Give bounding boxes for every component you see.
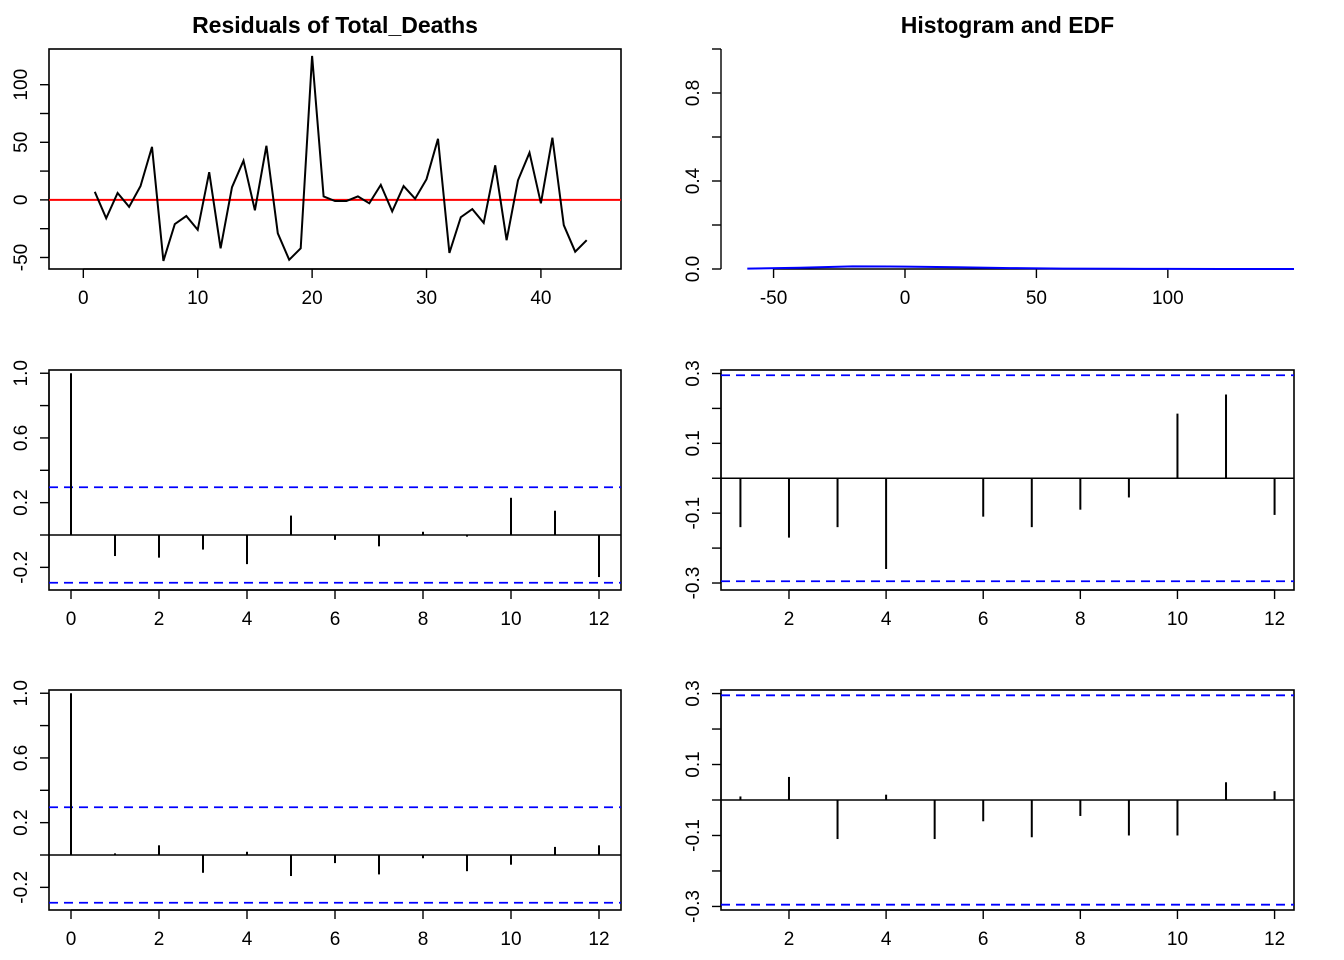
x-tick-label: 30	[416, 288, 437, 309]
x-tick-label: 12	[588, 929, 609, 950]
x-tick-label: 12	[1264, 609, 1285, 630]
y-tick-label: -0.2	[11, 871, 32, 904]
x-tick-label: 6	[978, 929, 989, 950]
x-tick-label: 0	[900, 288, 911, 309]
y-tick-label: 0.2	[11, 809, 32, 835]
x-tick-label: 8	[1075, 609, 1086, 630]
x-tick-label: 40	[530, 288, 551, 309]
y-tick-label: -0.1	[683, 819, 704, 852]
plot-frame	[48, 369, 622, 591]
panel-acf-squared: 0 2 4 6 8 10 12 -0.2 0.2 0.6 1.0	[11, 680, 622, 950]
panel-title: Residuals of Total_Deaths	[192, 12, 478, 38]
x-tick-label: 2	[154, 929, 165, 950]
x-tick-label: 10	[1167, 609, 1188, 630]
y-tick-label: 0.3	[683, 360, 704, 386]
x-tick-label: 0	[66, 929, 77, 950]
x-tick-label: 10	[1167, 929, 1188, 950]
y-tick-label: 0.6	[11, 745, 32, 771]
x-tick-label: 8	[418, 609, 429, 630]
y-tick-label: -0.3	[683, 890, 704, 923]
y-tick-label: 0.3	[683, 680, 704, 706]
y-tick-label: 50	[11, 132, 32, 153]
y-tick-label: -50	[11, 244, 32, 271]
x-tick-label: 10	[500, 929, 521, 950]
y-tick-label: 0	[11, 195, 32, 206]
x-tick-label: 10	[500, 609, 521, 630]
y-tick-label: 0.4	[683, 167, 704, 194]
panel-acf-residuals: 0 2 4 6 8 10 12 -0.2 0.2 0.6 1.0	[11, 360, 622, 630]
x-tick-label: 4	[881, 929, 892, 950]
plot-frame	[48, 48, 622, 270]
plot-frame	[720, 369, 1295, 591]
y-tick-label: 0.8	[683, 80, 704, 106]
x-tick-label: 12	[1264, 929, 1285, 950]
panel-title: Histogram and EDF	[901, 12, 1114, 38]
x-tick-label: 2	[154, 609, 165, 630]
y-tick-label: 0.2	[11, 489, 32, 515]
y-tick-label: -0.2	[11, 551, 32, 584]
x-tick-label: 8	[418, 929, 429, 950]
x-tick-label: 8	[1075, 929, 1086, 950]
x-tick-label: 12	[588, 609, 609, 630]
y-tick-label: 1.0	[11, 680, 32, 706]
y-tick-label: 100	[11, 69, 32, 101]
y-tick-label: 0.0	[683, 256, 704, 282]
panel-residuals: Residuals of Total_Deaths 0 10 20 30 40 -50 0 50…	[11, 12, 622, 309]
y-tick-label: 0.1	[683, 751, 704, 777]
x-tick-label: 4	[242, 609, 253, 630]
y-tick-label: 1.0	[11, 360, 32, 386]
x-tick-label: 4	[881, 609, 892, 630]
x-tick-label: 50	[1026, 288, 1047, 309]
x-tick-label: 6	[330, 929, 341, 950]
x-tick-label: 6	[978, 609, 989, 630]
panel-hist-edf: Histogram and EDF -50 0 50 100 0.0 0.4 0.8	[683, 12, 1295, 309]
x-tick-label: 10	[187, 288, 208, 309]
x-tick-label: 4	[242, 929, 253, 950]
x-tick-label: -50	[760, 288, 787, 309]
panel-pacf-squared: 2 4 6 8 10 12 -0.3 -0.1 0.1 0.3	[683, 680, 1295, 950]
panel-pacf-residuals: 2 4 6 8 10 12 -0.3 -0.1 0.1 0.3	[683, 360, 1295, 630]
y-tick-label: -0.3	[683, 567, 704, 600]
x-tick-label: 0	[66, 609, 77, 630]
x-tick-label: 2	[784, 609, 795, 630]
y-tick-label: 0.1	[683, 430, 704, 456]
x-tick-label: 0	[78, 288, 89, 309]
x-tick-label: 20	[302, 288, 323, 309]
y-tick-label: -0.1	[683, 497, 704, 530]
x-tick-label: 6	[330, 609, 341, 630]
plot-frame	[48, 689, 622, 911]
y-tick-label: 0.6	[11, 425, 32, 451]
series-line	[93, 55, 588, 262]
x-tick-label: 100	[1152, 288, 1184, 309]
x-tick-label: 2	[784, 929, 795, 950]
